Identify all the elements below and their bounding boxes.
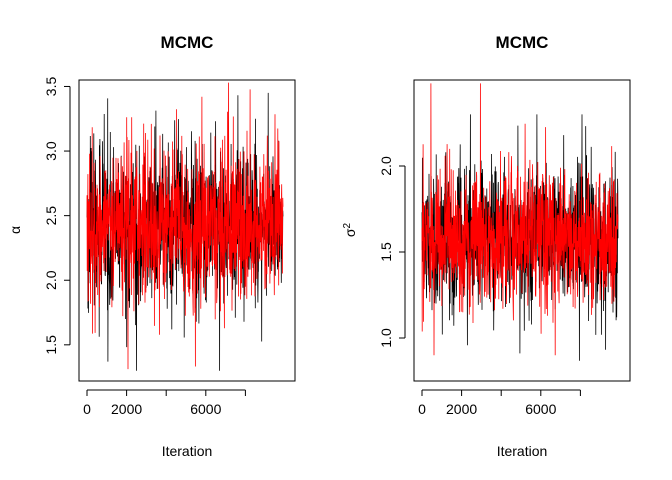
y-axis-label: α — [7, 226, 23, 234]
x-tick-label: 6000 — [190, 401, 221, 417]
axes-layer: 0 2000 6000 1.5 2.0 2.5 3.0 3.5 — [43, 77, 246, 417]
plot-frame — [413, 79, 631, 382]
y-tick-label: 2.0 — [43, 270, 59, 290]
alpha-trace-panel: MCMC Iteration α 0 2000 6000 1.5 2.0 2.5 3.0 3.… — [7, 33, 296, 459]
y-tick-label: 3.0 — [43, 141, 59, 161]
y-tick-label: 1.5 — [378, 242, 394, 262]
x-tick-label: 2000 — [446, 401, 477, 417]
y-tick-label: 3.5 — [43, 77, 59, 97]
x-tick-label: 0 — [83, 401, 91, 417]
axes-layer: 0 2000 6000 1.0 1.5 2.0 — [378, 156, 581, 417]
x-axis-label: Iteration — [162, 443, 213, 459]
x-tick-label: 2000 — [111, 401, 142, 417]
x-axis-label: Iteration — [497, 443, 548, 459]
series-layer — [86, 82, 284, 371]
chart-title: MCMC — [161, 33, 214, 52]
y-tick-label: 1.5 — [43, 335, 59, 355]
chart-title: MCMC — [496, 33, 549, 52]
x-tick-label: 0 — [418, 401, 426, 417]
sigma2-trace-panel: MCMC Iteration σ2 0 2000 6000 1.0 1.5 2.0 — [342, 33, 631, 459]
series-layer — [421, 83, 619, 361]
trace-line-chain-red — [421, 83, 619, 356]
y-tick-label: 1.0 — [378, 328, 394, 348]
x-tick-label: 6000 — [525, 401, 556, 417]
y-tick-label: 2.5 — [43, 206, 59, 226]
plot-frame — [78, 79, 296, 382]
y-tick-label: 2.0 — [378, 156, 394, 176]
trace-line-chain-red — [86, 82, 284, 370]
y-axis-label: σ2 — [342, 222, 358, 237]
